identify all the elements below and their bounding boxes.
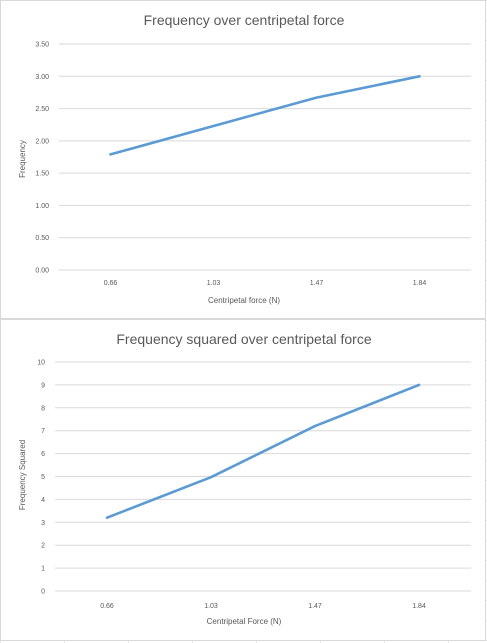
y-tick-label: 0 (41, 589, 45, 596)
y-tick-label: 2.00 (35, 138, 49, 145)
y-tick-label: 3.00 (35, 74, 49, 81)
chart-frequency-squared[interactable]: Frequency squared over centripetal force… (0, 319, 486, 641)
y-tick-label: 9 (41, 382, 45, 389)
x-tick-label: 1.84 (412, 603, 426, 610)
y-tick-label: 4 (41, 497, 45, 504)
series-line[interactable] (109, 75, 421, 156)
y-tick-label: 2.50 (35, 106, 49, 113)
y-tick-label: 1 (41, 566, 45, 573)
series-line[interactable] (105, 383, 421, 519)
x-tick-label: 1.84 (413, 280, 427, 287)
y-tick-label: 3.50 (35, 42, 49, 49)
x-tick-label: 1.47 (310, 280, 324, 287)
chart-frequency-squared-svg: Frequency squared over centripetal force… (18, 331, 471, 626)
x-axis-title: Centripetal force (N) (208, 296, 280, 305)
y-tick-label: 0.50 (35, 235, 49, 242)
x-tick-label: 1.47 (308, 603, 322, 610)
x-axis-title: Centripetal Force (N) (207, 617, 282, 626)
x-tick-label: 0.66 (104, 280, 118, 287)
y-axis-title: Frequency (18, 140, 27, 178)
y-tick-label: 6 (41, 451, 45, 458)
y-tick-label: 0.00 (35, 268, 49, 275)
y-axis-title: Frequency Squared (18, 440, 27, 510)
x-tick-label: 1.03 (204, 603, 218, 610)
y-tick-label: 2 (41, 543, 45, 550)
chart-title: Frequency squared over centripetal force (116, 331, 371, 347)
y-tick-label: 3 (41, 520, 45, 527)
y-tick-label: 5 (41, 474, 45, 481)
y-tick-label: 1.00 (35, 203, 49, 210)
y-tick-label: 1.50 (35, 171, 49, 178)
chart-frequency-svg: Frequency over centripetal force 0.00 0.5… (18, 12, 471, 305)
chart-frequency[interactable]: Frequency over centripetal force 0.00 0.5… (0, 0, 486, 319)
x-tick-label: 1.03 (207, 280, 221, 287)
y-tick-label: 7 (41, 428, 45, 435)
y-tick-label: 8 (41, 405, 45, 412)
y-tick-label: 10 (37, 360, 45, 367)
x-tick-label: 0.66 (100, 603, 114, 610)
chart-title: Frequency over centripetal force (144, 12, 345, 28)
